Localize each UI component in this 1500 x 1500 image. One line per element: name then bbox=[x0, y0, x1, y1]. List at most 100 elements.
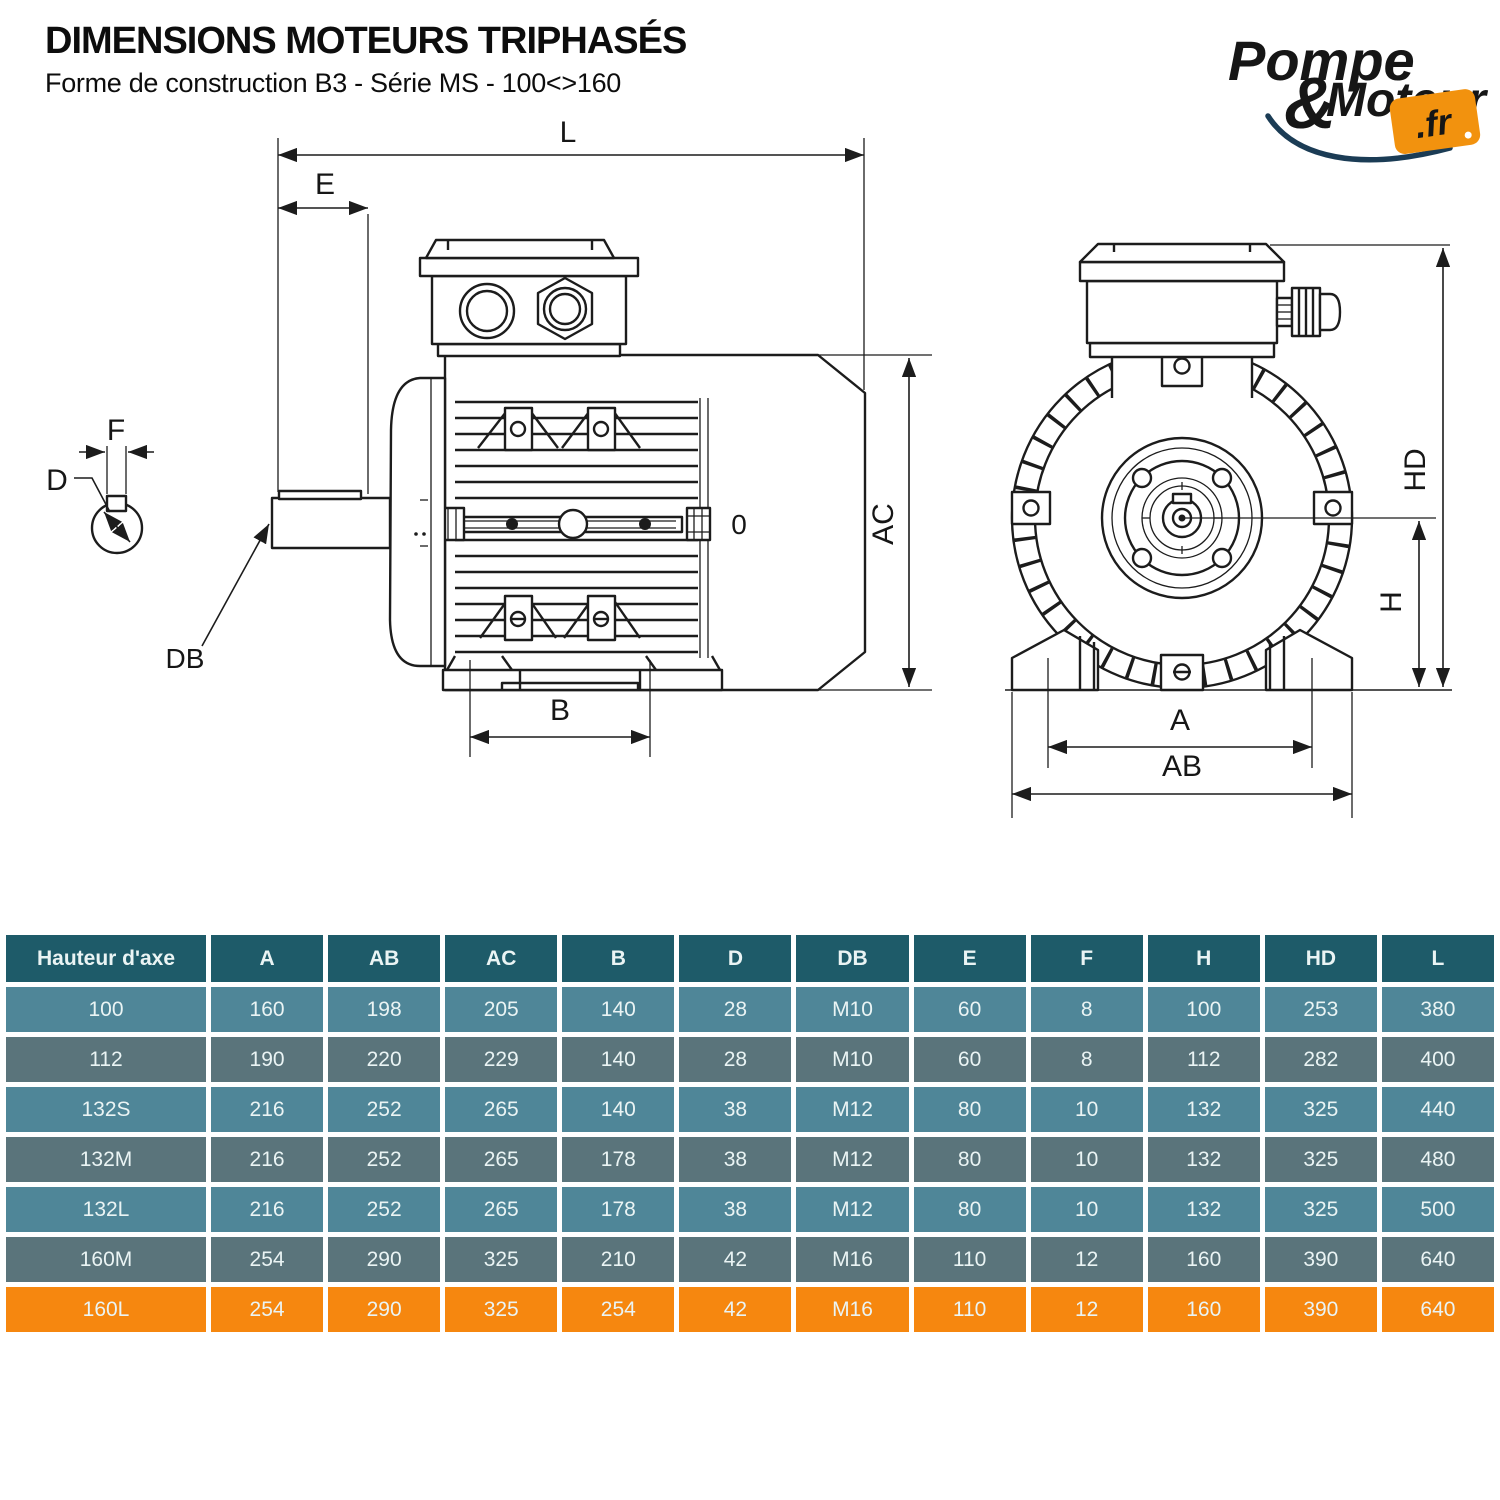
cable-gland-front bbox=[1275, 286, 1342, 338]
dim-label-H: H bbox=[1375, 591, 1408, 613]
terminal-box-front bbox=[1078, 242, 1342, 359]
table-cell: 42 bbox=[679, 1237, 792, 1282]
table-cell: 190 bbox=[211, 1037, 324, 1082]
shaft-section-circle bbox=[90, 501, 144, 555]
table-cell: 216 bbox=[211, 1137, 324, 1182]
page-subtitle: Forme de construction B3 - Série MS - 10… bbox=[45, 67, 621, 98]
dim-label-D: D bbox=[46, 464, 68, 497]
table-cell: 12 bbox=[1030, 1287, 1143, 1332]
table-col-header: E bbox=[913, 935, 1026, 982]
table-cell: 254 bbox=[211, 1287, 324, 1332]
table-col-header: F bbox=[1030, 935, 1143, 982]
table-col-header: DB bbox=[796, 935, 909, 982]
table-cell: 60 bbox=[913, 987, 1026, 1032]
table-cell: 500 bbox=[1381, 1187, 1494, 1232]
table-cell: 265 bbox=[445, 1087, 558, 1132]
table-col-header: H bbox=[1147, 935, 1260, 982]
table-cell: 640 bbox=[1381, 1287, 1494, 1332]
fin-ring-ticks bbox=[1013, 349, 1351, 687]
table-cell: M12 bbox=[796, 1087, 909, 1132]
table-col-header: HD bbox=[1264, 935, 1377, 982]
top-lugs bbox=[477, 406, 641, 452]
pompe-moteur-logo[interactable]: Pompe & Moteur .fr bbox=[1228, 29, 1488, 163]
table-cell: M12 bbox=[796, 1137, 909, 1182]
table-row-label: 132M bbox=[6, 1137, 206, 1182]
diameter-arrow bbox=[103, 511, 131, 543]
table-row-label: 160M bbox=[6, 1237, 206, 1282]
logo-fr-tag: .fr bbox=[1389, 89, 1481, 155]
front-shaft-key bbox=[1171, 492, 1193, 505]
table-cell: M10 bbox=[796, 1037, 909, 1082]
table-col-header: Hauteur d'axe bbox=[6, 935, 206, 982]
table-cell: 140 bbox=[562, 1087, 675, 1132]
table-cell: 390 bbox=[1264, 1287, 1377, 1332]
box-neck bbox=[1112, 344, 1252, 398]
table-col-header: AB bbox=[328, 935, 441, 982]
table-cell: 252 bbox=[328, 1087, 441, 1132]
shaft-key-strip bbox=[277, 489, 363, 501]
fin-ring-inner bbox=[1033, 369, 1331, 667]
dim-label-DB: DB bbox=[166, 643, 205, 674]
table-cell: 178 bbox=[562, 1137, 675, 1182]
table-cell: 325 bbox=[445, 1237, 558, 1282]
front-internals bbox=[1100, 436, 1436, 600]
dim-label-L: L bbox=[560, 116, 577, 149]
table-cell: 110 bbox=[913, 1287, 1026, 1332]
table-cell: 112 bbox=[1147, 1037, 1260, 1082]
table-cell: 254 bbox=[562, 1287, 675, 1332]
table-cell: 110 bbox=[913, 1237, 1026, 1282]
table-cell: 390 bbox=[1264, 1237, 1377, 1282]
table-row-label: 132S bbox=[6, 1087, 206, 1132]
tie-rod-band bbox=[439, 506, 712, 542]
table-cell: 28 bbox=[679, 987, 792, 1032]
table-cell: 42 bbox=[679, 1287, 792, 1332]
table-cell: 38 bbox=[679, 1187, 792, 1232]
table-cell: 132 bbox=[1147, 1087, 1260, 1132]
table-cell: 253 bbox=[1264, 987, 1377, 1032]
terminal-box-side bbox=[418, 238, 640, 358]
table-cell: 265 bbox=[445, 1187, 558, 1232]
page-title: DIMENSIONS MOTEURS TRIPHASÉS bbox=[45, 20, 687, 62]
table-cell: 80 bbox=[913, 1187, 1026, 1232]
table-cell: 60 bbox=[913, 1037, 1026, 1082]
technical-drawing: Pompe & Moteur .fr F D DB L E bbox=[46, 29, 1488, 818]
table-cell: 132 bbox=[1147, 1137, 1260, 1182]
table-row-label: 112 bbox=[6, 1037, 206, 1082]
table-cell: 10 bbox=[1030, 1187, 1143, 1232]
bottom-lugs bbox=[479, 594, 641, 642]
table-cell: M16 bbox=[796, 1237, 909, 1282]
motor-body bbox=[443, 353, 867, 692]
fin-ring-outer bbox=[1010, 346, 1354, 690]
table-cell: 480 bbox=[1381, 1137, 1494, 1182]
dim-label-E: E bbox=[315, 168, 335, 201]
table-cell: 8 bbox=[1030, 987, 1143, 1032]
dim-label-A: A bbox=[1170, 704, 1190, 737]
table-cell: 290 bbox=[328, 1287, 441, 1332]
logo-swoosh bbox=[1265, 113, 1453, 163]
table-row-label: 132L bbox=[6, 1187, 206, 1232]
front-shaft bbox=[1161, 497, 1203, 539]
table-cell: 640 bbox=[1381, 1237, 1494, 1282]
cable-gland-hex bbox=[536, 276, 594, 341]
front-feet bbox=[1005, 628, 1452, 692]
table-cell: 160 bbox=[1147, 1287, 1260, 1332]
zero-marking: 0 bbox=[731, 509, 747, 540]
table-cell: 28 bbox=[679, 1037, 792, 1082]
table-cell: 220 bbox=[328, 1037, 441, 1082]
logo-tld: .fr bbox=[1413, 100, 1456, 146]
table-cell: 80 bbox=[913, 1087, 1026, 1132]
cable-entry-left bbox=[458, 282, 516, 340]
table-cell: 400 bbox=[1381, 1037, 1494, 1082]
db-leader-line bbox=[201, 523, 270, 647]
d-leader-line bbox=[74, 477, 111, 513]
table-col-header: L bbox=[1381, 935, 1494, 982]
table-cell: 80 bbox=[913, 1137, 1026, 1182]
table-cell: 8 bbox=[1030, 1037, 1143, 1082]
table-cell: 282 bbox=[1264, 1037, 1377, 1082]
shaft-key bbox=[105, 494, 128, 513]
table-cell: 265 bbox=[445, 1137, 558, 1182]
table-col-header: B bbox=[562, 935, 675, 982]
dimensions-table: Hauteur d'axe A AB AC B D DB E F H HD L … bbox=[6, 935, 1494, 1332]
table-cell: 325 bbox=[1264, 1187, 1377, 1232]
